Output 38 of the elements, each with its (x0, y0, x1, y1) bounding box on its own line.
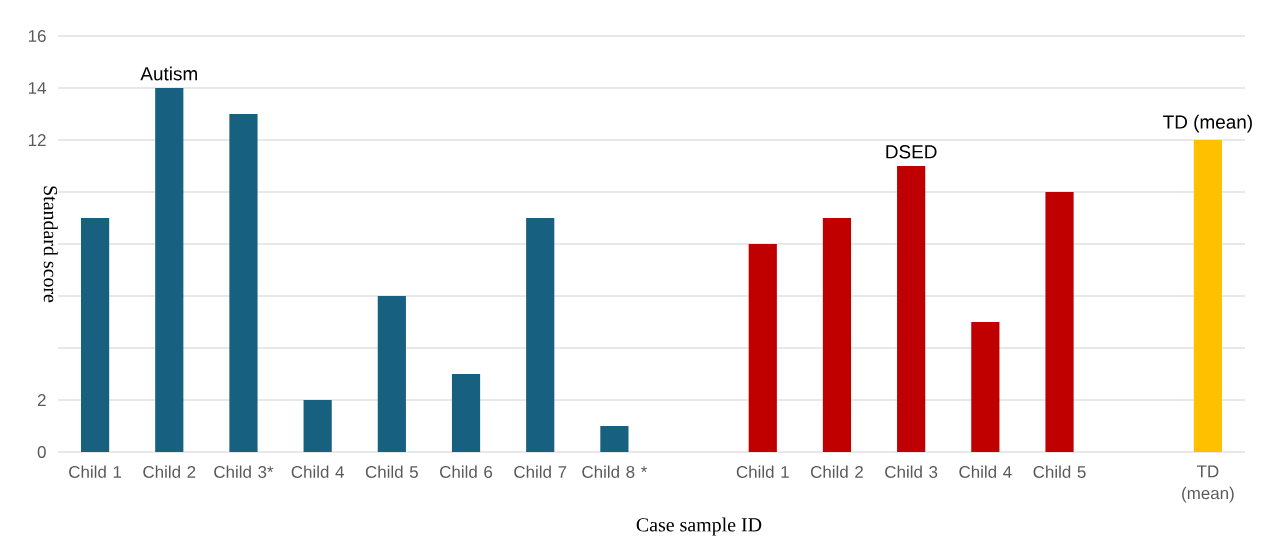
x-tick-label: Child 1 (736, 465, 789, 478)
y-tick-label: 14 (28, 82, 46, 94)
bar (526, 218, 555, 452)
bar (600, 426, 629, 452)
x-axis-title: Case sample ID (636, 517, 762, 536)
x-tick-label: Child 3* (214, 465, 274, 478)
x-tick-label: Child 7 (514, 465, 567, 478)
y-tick-label: 0 (37, 446, 46, 458)
x-tick-label: Child 5 (1033, 465, 1086, 478)
bar (971, 322, 1000, 452)
bar (748, 244, 777, 452)
bar (451, 374, 481, 452)
x-tick-label: Child 2 (810, 465, 863, 478)
bar (377, 296, 406, 452)
y-tick-label: 16 (28, 30, 46, 42)
series-label: DSED (886, 145, 937, 159)
x-tick-label: Child 4 (959, 465, 1012, 478)
bar (303, 400, 332, 452)
x-tick-label: Child 3 (885, 465, 938, 478)
bar (1045, 192, 1074, 452)
x-tick-label: Child 2 (143, 465, 196, 478)
y-tick-label: 2 (37, 394, 46, 406)
x-tick-label: Child 1 (69, 465, 122, 478)
bar (897, 166, 926, 452)
bar (155, 88, 184, 452)
bar (81, 218, 110, 452)
x-tick-label: Child 5 (365, 465, 418, 478)
x-tick-label: Child 6 (440, 465, 493, 478)
bar (822, 218, 852, 452)
y-axis-title: Standard score (43, 186, 58, 303)
x-tick-label: TD (mean) (1182, 465, 1234, 503)
bar (1193, 140, 1222, 452)
series-label: TD (mean) (1163, 114, 1252, 133)
series-label: Autism (140, 66, 197, 81)
bar (229, 114, 258, 452)
y-tick-label: 12 (28, 134, 46, 146)
x-tick-label: Child 4 (291, 465, 344, 478)
x-tick-label: Child 8 * (582, 465, 648, 478)
